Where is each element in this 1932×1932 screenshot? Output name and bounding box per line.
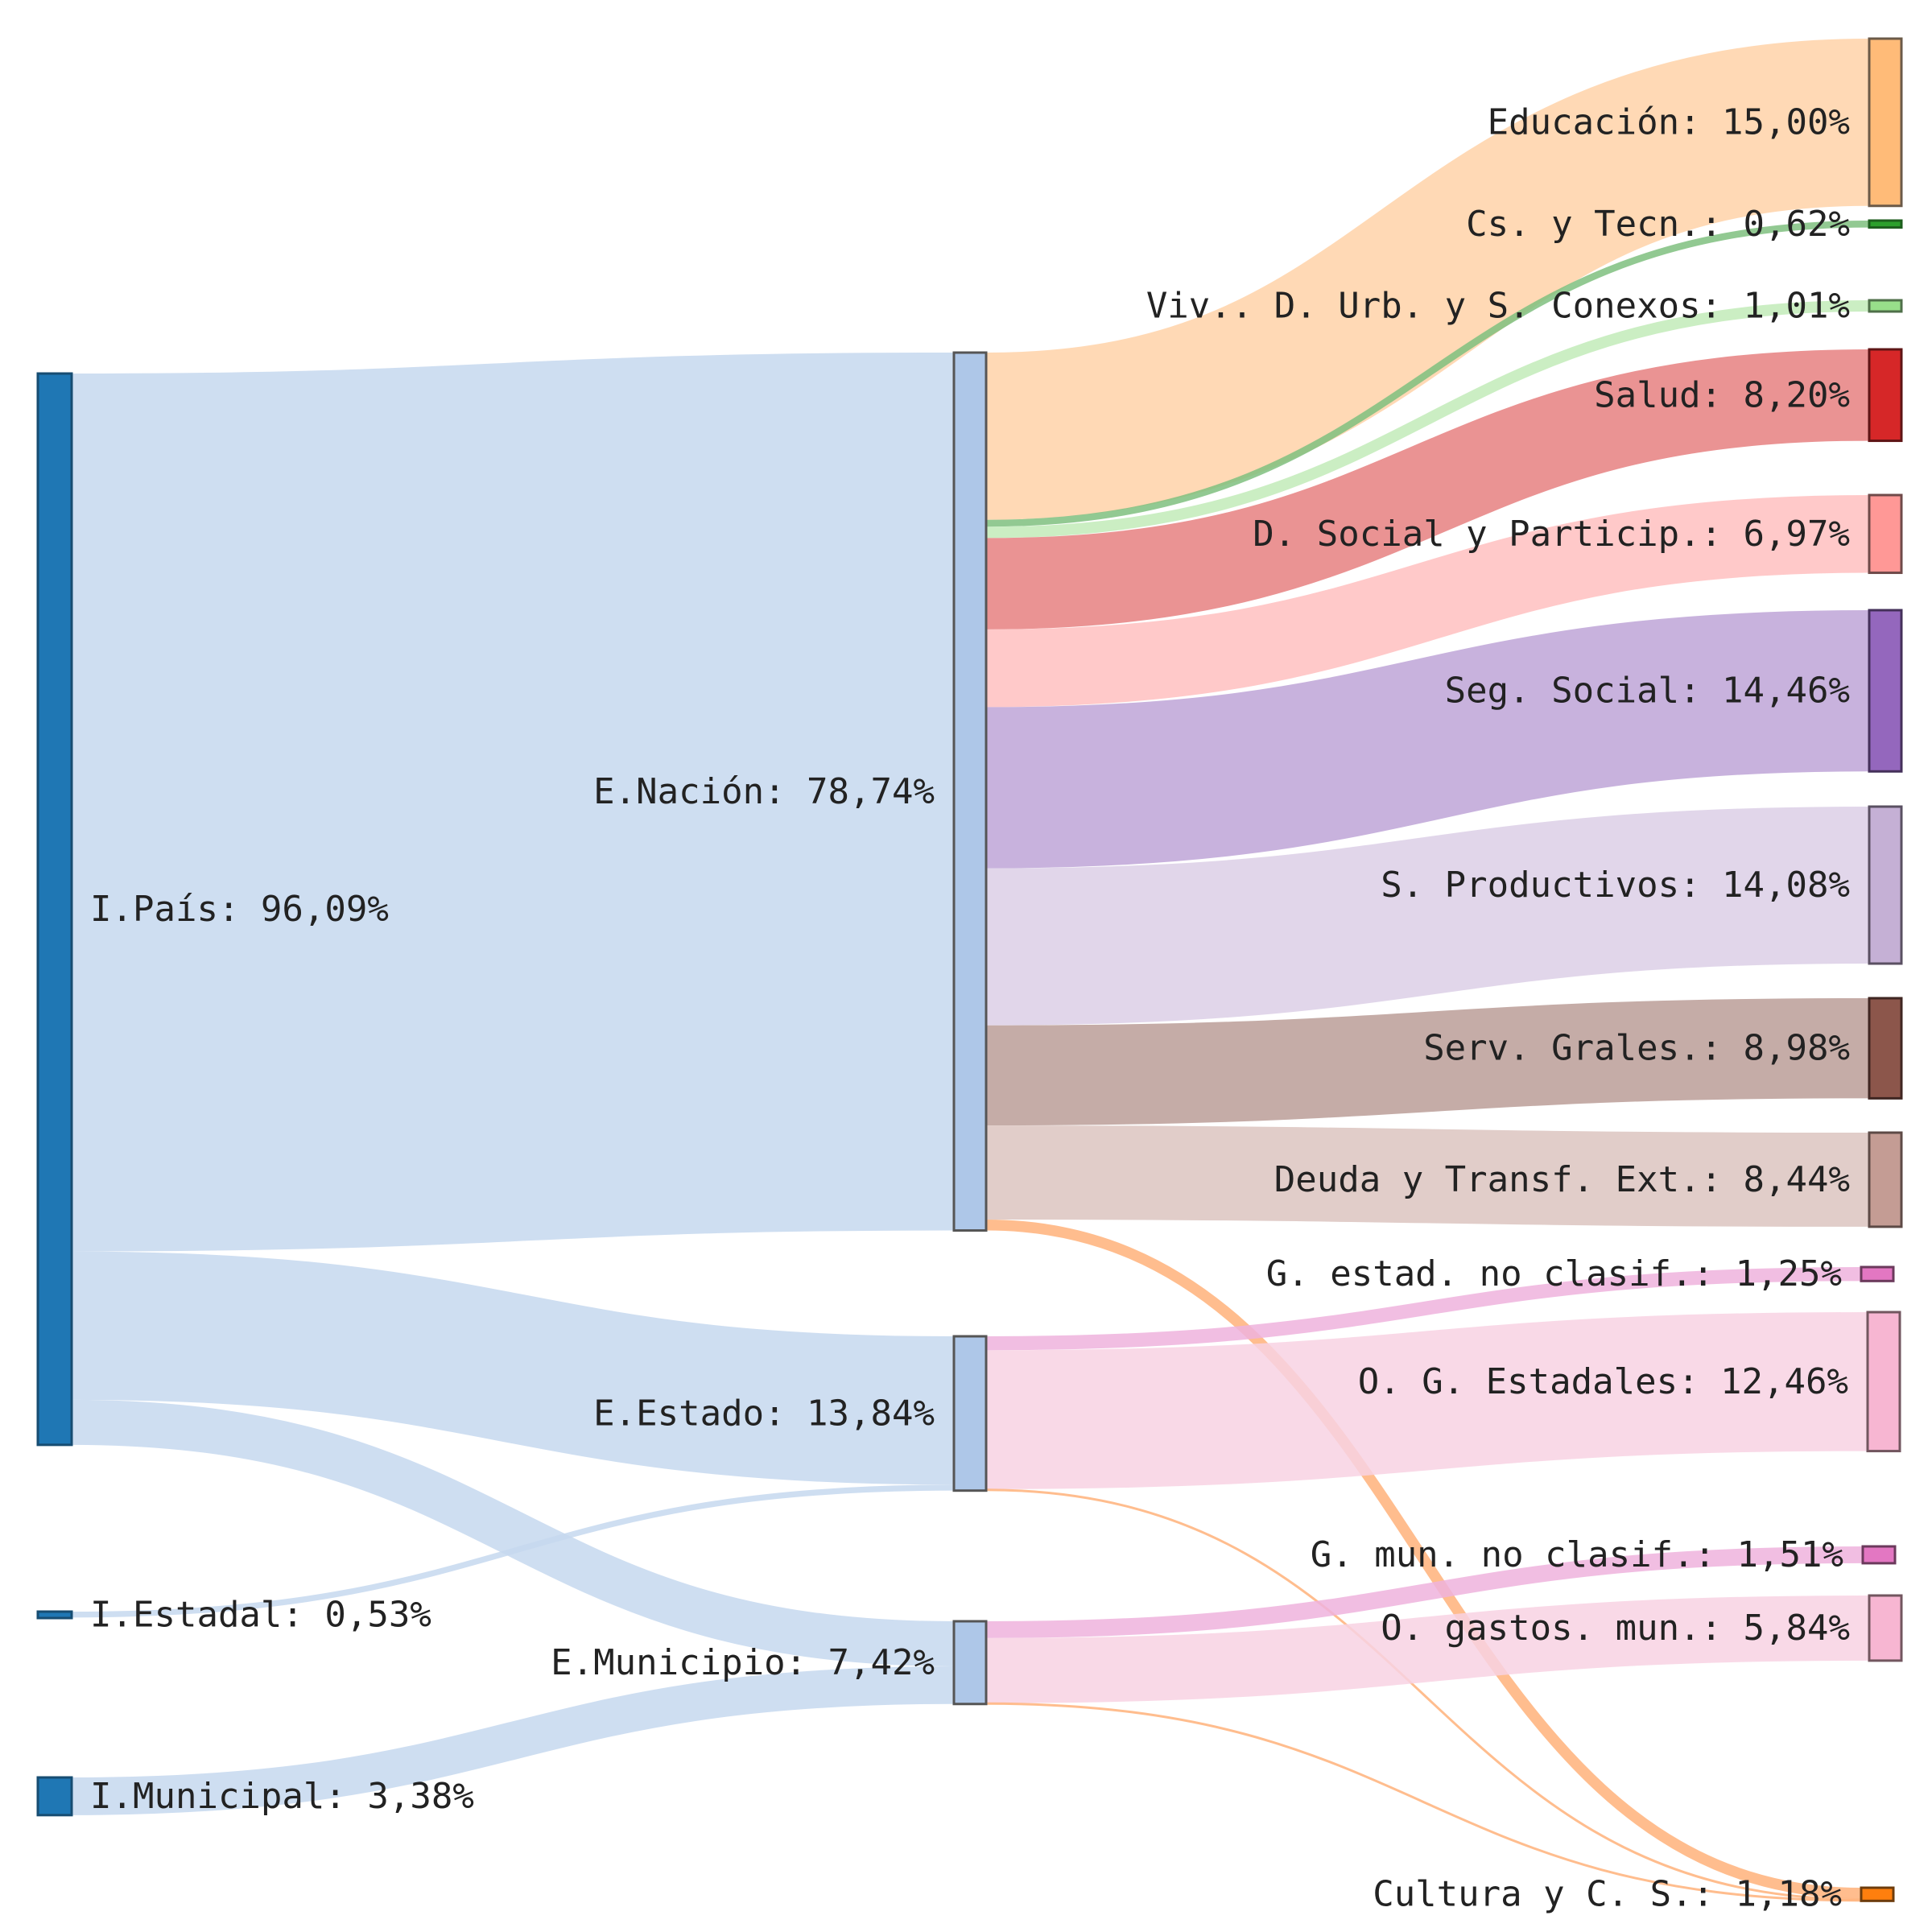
- sankey-node-servgrales: [1868, 997, 1903, 1100]
- sankey-node-deuda: [1868, 1131, 1903, 1228]
- sankey-node-ogmun: [1868, 1594, 1903, 1662]
- sankey-node-cultura: [1860, 1886, 1895, 1902]
- sankey-node-label-educacion: Educación: 15,00%: [1488, 101, 1850, 142]
- sankey-links: [71, 39, 1870, 1902]
- sankey-node-gmun: [1861, 1545, 1897, 1565]
- sankey-link-ipais-eestado: [71, 1251, 955, 1485]
- sankey-node-gestad: [1860, 1265, 1895, 1282]
- sankey-node-cstec: [1868, 219, 1903, 229]
- sankey-labels: I.País: 96,09% I.Estadal: 0,53% I.Municipa…: [90, 101, 1850, 1914]
- sankey-link-eestado-gestad: [985, 1267, 1862, 1351]
- sankey-nodes: [36, 37, 1903, 1902]
- sankey-node-salud: [1868, 348, 1903, 443]
- sankey-node-eestado: [952, 1335, 988, 1492]
- sankey-node-label-cstec: Cs. y Tecn.: 0,62%: [1466, 204, 1850, 245]
- sankey-node-educacion: [1868, 37, 1903, 208]
- sankey-node-emunicipio: [952, 1620, 988, 1706]
- sankey-link-enacion-dsocial: [985, 494, 1870, 708]
- sankey-node-ipais: [36, 372, 73, 1447]
- sankey-node-label-deuda: Deuda y Transf. Ext.: 8,44%: [1274, 1159, 1850, 1200]
- sankey-node-label-emunicipio: E.Municipio: 7,42%: [551, 1642, 935, 1683]
- sankey-link-enacion-cultura: [985, 1219, 1862, 1899]
- sankey-node-label-ogmun: O. gastos. mun.: 5,84%: [1381, 1608, 1850, 1649]
- sankey-link-enacion-educacion: [985, 39, 1870, 520]
- sankey-link-eestado-cultura: [985, 1488, 1862, 1901]
- sankey-node-label-ipais: I.País: 96,09%: [90, 889, 389, 930]
- sankey-node-label-segsocial: Seg. Social: 14,46%: [1445, 671, 1850, 712]
- sankey-link-enacion-vivienda: [985, 299, 1870, 539]
- sankey-node-label-gestad: G. estad. no clasif.: 1,25%: [1266, 1253, 1842, 1294]
- sankey-link-iestadal-eestado: [71, 1484, 955, 1618]
- sankey-node-label-eestado: E.Estado: 13,84%: [593, 1393, 935, 1434]
- sankey-node-imunicipal: [36, 1776, 73, 1817]
- sankey-node-dsocial: [1868, 493, 1903, 575]
- sankey-link-eestado-ogestad: [985, 1312, 1868, 1489]
- sankey-node-label-iestadal: I.Estadal: 0,53%: [90, 1595, 431, 1636]
- sankey-node-label-salud: Salud: 8,20%: [1594, 374, 1850, 415]
- sankey-node-segsocial: [1868, 609, 1903, 773]
- sankey-node-enacion: [952, 351, 988, 1232]
- sankey-link-enacion-salud: [985, 349, 1870, 630]
- sankey-link-emunicipio-ogmun: [985, 1595, 1870, 1703]
- sankey-node-label-dsocial: D. Social y Particip.: 6,97%: [1253, 514, 1850, 555]
- sankey-link-emunicipio-gmun: [985, 1546, 1864, 1638]
- sankey-link-ipais-enacion: [71, 352, 955, 1252]
- sankey-node-iestadal: [36, 1610, 73, 1620]
- sankey-node-sprod: [1868, 805, 1903, 965]
- sankey-link-enacion-deuda: [985, 1125, 1870, 1227]
- sankey-link-ipais-emunicipio: [71, 1399, 955, 1666]
- sankey-link-enacion-segsocial: [985, 609, 1870, 869]
- sankey-node-label-sprod: S. Productivos: 14,08%: [1381, 865, 1850, 906]
- sankey-link-enacion-servgrales: [985, 998, 1870, 1126]
- sankey-node-label-enacion: E.Nación: 78,74%: [593, 771, 935, 812]
- sankey-link-imunicipal-emunicipio: [71, 1666, 955, 1815]
- sankey-link-enacion-sprod: [985, 806, 1870, 1026]
- sankey-node-label-imunicipal: I.Municipal: 3,38%: [90, 1776, 474, 1817]
- sankey-link-emunicipio-cultura: [985, 1702, 1862, 1902]
- sankey-node-ogestad: [1866, 1311, 1901, 1453]
- sankey-node-label-servgrales: Serv. Grales.: 8,98%: [1423, 1028, 1850, 1069]
- sankey-node-label-cultura: Cultura y C. S.: 1,18%: [1373, 1874, 1842, 1915]
- sankey-node-vivienda: [1868, 299, 1903, 313]
- sankey-link-enacion-cstec: [985, 220, 1870, 527]
- sankey-node-label-ogestad: O. G. Estadales: 12,46%: [1358, 1361, 1848, 1402]
- sankey-node-label-vivienda: Viv.. D. Urb. y S. Conexos: 1,01%: [1146, 285, 1850, 326]
- sankey-node-label-gmun: G. mun. no clasif.: 1,51%: [1311, 1534, 1843, 1575]
